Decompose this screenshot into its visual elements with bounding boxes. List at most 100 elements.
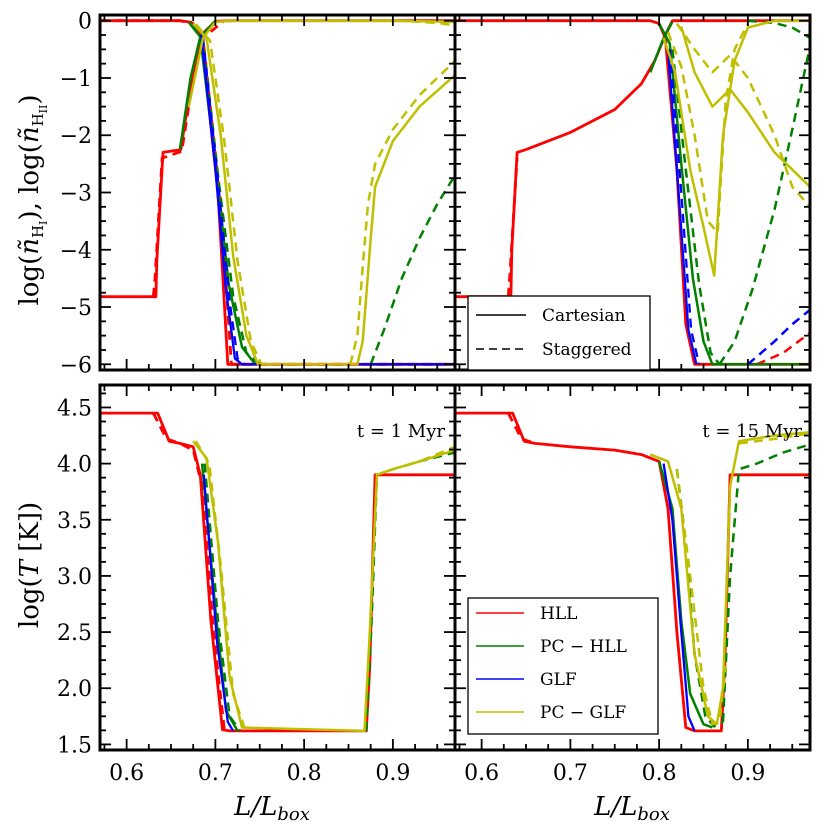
series-glf-hi [200,34,455,366]
y-tick-label: 3.5 [57,509,92,534]
series-hll-hii-stag [506,158,519,297]
y-tick-label: 2.0 [57,677,92,702]
y-tick-label: 4.0 [57,453,92,478]
y-label-top-part-7: II [37,105,50,114]
y-tick-label: −2 [60,124,92,149]
series-pc-hll-hi [657,23,810,366]
x-tick-label: 0.6 [109,761,144,786]
y-tick-label: −6 [60,353,92,378]
series-pc-hll-hii-stag [747,19,810,39]
series-pc-hll-stag [675,469,724,728]
series-pc-glf-far-stag [392,445,455,471]
panel-bottom-left: 0.6 0.7 0.8 0.9 1.5 2.0 2.5 3.0 3.5 4.0 4.5 [57,383,457,786]
axes-frame [98,13,457,372]
x-label-left-sub: box [277,804,310,825]
legend-glf-label: GLF [540,670,577,690]
series-glf [202,474,235,732]
x-label-left-main: L/L [233,792,277,822]
series-hll [100,411,455,733]
y-tick-label: 1.5 [57,733,92,758]
series-glf-hi-stag [668,49,701,365]
series-pc-hll-hii-far-stag [369,174,455,365]
y-tick-label: −1 [60,67,92,92]
y-label-top-part-2: H [29,225,47,238]
series-pc-glf [192,440,455,733]
series-glf-far-stag [747,308,810,366]
legend-hll-label: HLL [540,604,577,624]
series-group [455,19,810,366]
y-label-bottom-part-1: T [15,558,45,577]
series-pc-glf [649,430,810,726]
series-pc-hll-stag [203,463,242,732]
series-hll-far-stag [756,331,810,366]
x-tick-label: 0.9 [375,761,410,786]
x-tick-label: 0.8 [642,761,677,786]
series-pc-glf-far-stag [738,432,810,445]
series-pc-hll-far-stag [718,46,810,365]
x-tick-label: 0.7 [198,761,233,786]
series-pc-glf-hi-stag [194,23,263,365]
series-hll-hi [100,19,455,366]
legend-schemes: HLL PC − HLL GLF PC − GLF [467,597,659,735]
series-group [455,411,810,733]
legend-cartesian-label: Cartesian [542,306,625,326]
series-pc-hll-hi-stag [671,49,721,366]
series-glf-hi [666,49,698,365]
series-pc-hll-far-stag [365,451,455,731]
x-label-right-main: L/L [593,792,637,822]
series-hll-stag [507,412,536,445]
series-group [100,19,455,366]
series-hll-stag [152,412,226,730]
y-label-top-part-0: log( [15,255,45,306]
y-label-top-part-8: ) [15,94,45,104]
panel-bottom-right: 0.6 0.7 0.8 0.9 [453,383,812,786]
legend-linestyle-frame [467,295,651,371]
legend-staggered-label: Staggered [542,340,632,360]
legend-pc-glf-label: PC − GLF [540,703,626,723]
series-pc-glf-hi [662,19,810,277]
legend-linestyle: Cartesian Staggered [467,295,651,371]
y-label-bottom-part-0: log( [15,577,45,628]
series-hll-hii [455,19,810,299]
series-group [100,411,455,733]
x-tick-label: 0.7 [553,761,588,786]
x-axis-label-right: L/Lbox [593,792,670,825]
y-tick-label: −3 [60,182,92,207]
time-annotation-left: t = 1 Myr [357,421,446,442]
y-tick-label: 0 [78,10,92,35]
y-label-top-part-4: ), log( [15,143,45,220]
y-tick-label: 2.5 [57,621,92,646]
series-pc-glf-hii-stag [410,20,455,27]
series-pc-glf-hii [187,19,455,107]
series-pc-glf-hi-stag [666,23,750,234]
y-label-bottom-part-2: [K]) [15,502,45,560]
x-label-right-sub: box [637,804,670,825]
series-pc-glf-hii [680,26,810,188]
series-pc-glf-stag [194,440,246,730]
series-hll-hi-stag [100,19,455,366]
x-axis-label-left: L/Lbox [233,792,310,825]
series-pc-glf-hi [192,22,455,366]
y-label-top-part-5: ñ [15,126,45,143]
panel-top-left: 0 −1 −2 −3 −4 −5 −6 [60,10,457,378]
y-label-top-part-6: H [29,113,47,126]
time-annotation-right: t = 15 Myr [702,421,802,442]
series-pc-glf-stag [675,469,727,726]
y-tick-label: 3.0 [57,565,92,590]
series-pc-glf-hii-stag [675,22,810,208]
series-pc-hll-far-stag [721,443,810,722]
series-pc-glf-hi-far-stag [349,59,455,365]
y-axis-label-bottom: log(T [K]) [15,502,45,628]
x-tick-label: 0.8 [287,761,322,786]
series-glf-hi-stag [201,37,246,366]
series-hll-hii [100,19,455,299]
y-tick-label: 4.5 [57,396,92,421]
axes-frame [453,383,812,752]
x-tick-label: 0.6 [464,761,499,786]
series-pc-hll-hii [178,19,217,150]
y-tick-label: −5 [60,296,92,321]
x-tick-label: 0.9 [730,761,765,786]
panel-top-right [453,13,812,372]
y-label-top-part-3: I [37,221,50,225]
